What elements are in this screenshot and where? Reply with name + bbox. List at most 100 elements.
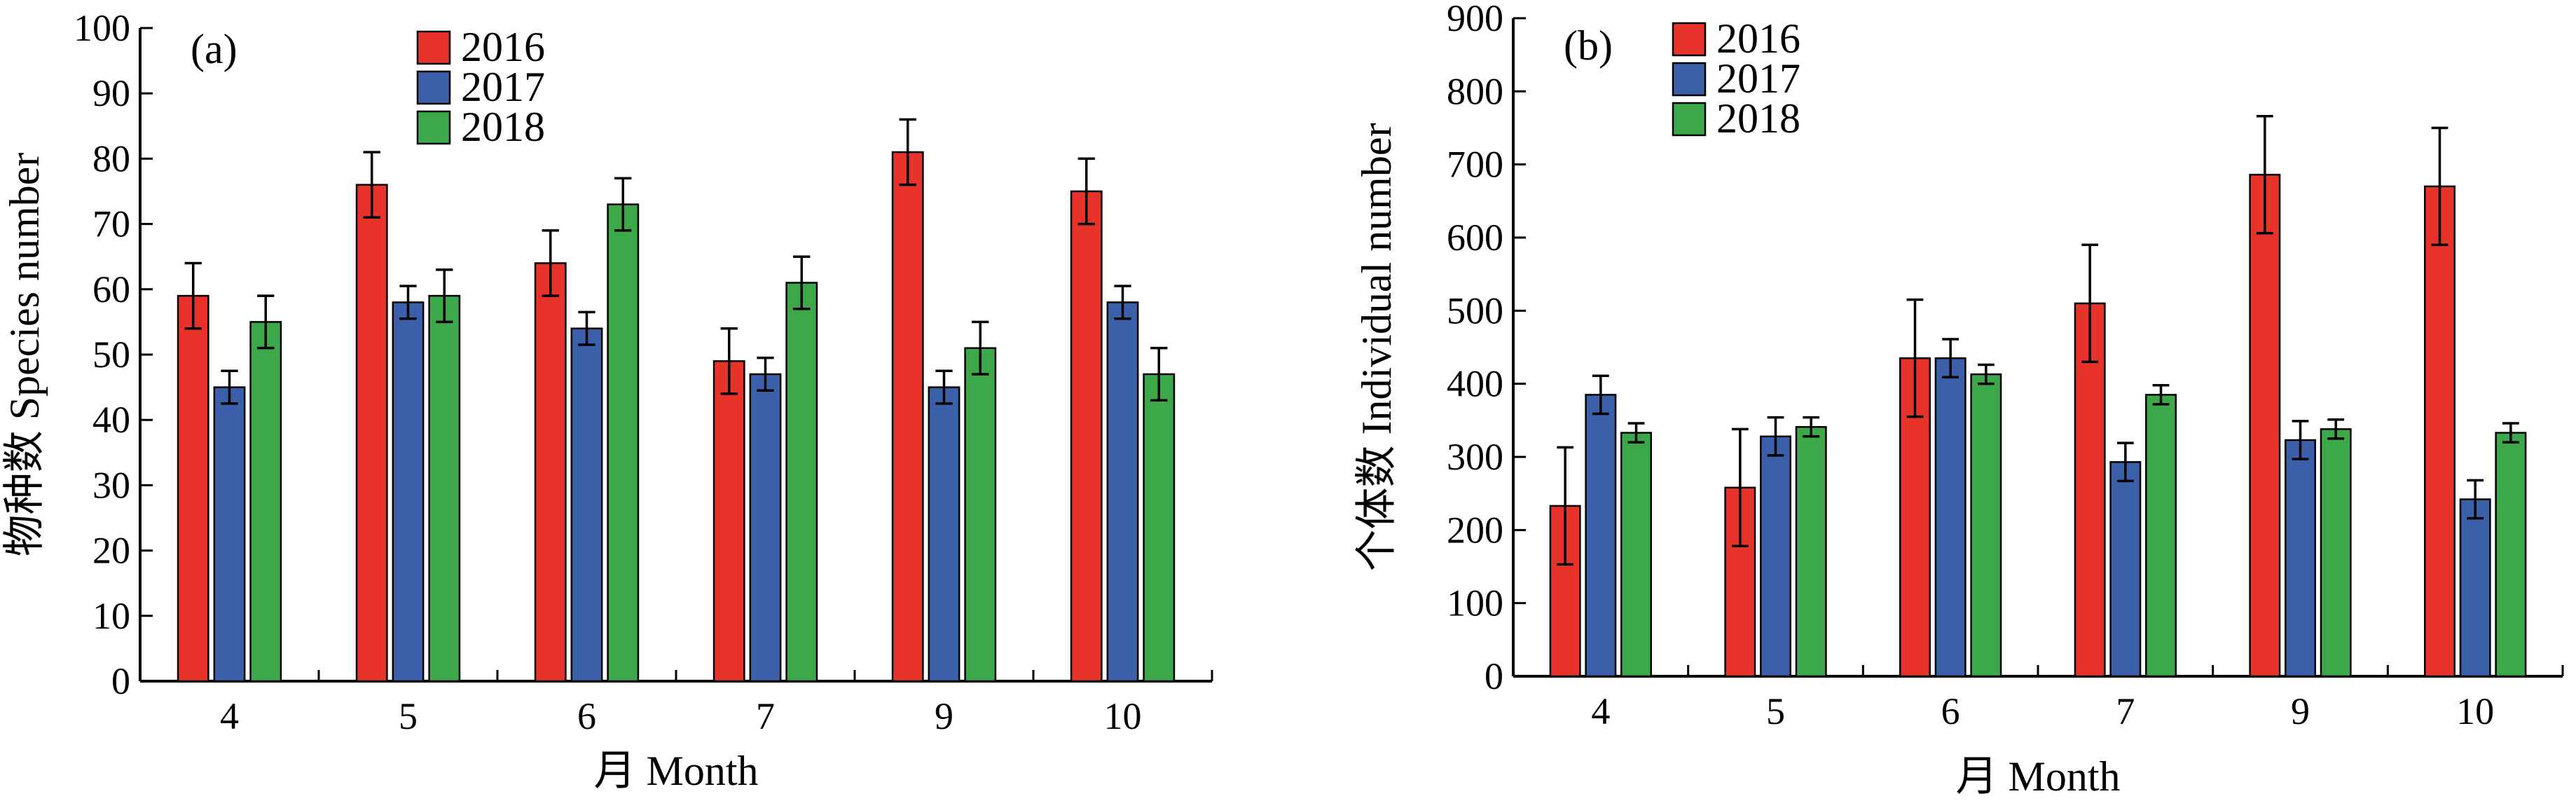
error-bar-2016-10 xyxy=(2431,126,2448,247)
error-bar-2018-4 xyxy=(1627,422,1645,444)
error-bar-2016-4 xyxy=(1557,446,1574,566)
error-bar-2018-7 xyxy=(2152,384,2170,406)
error-bar-2017-4 xyxy=(221,369,238,405)
bar-2017-10 xyxy=(2459,498,2491,678)
y-tick-label: 800 xyxy=(1447,70,1503,112)
error-bar-2018-6 xyxy=(1977,363,1995,385)
bar-2018-10 xyxy=(2495,432,2527,678)
bar-2016-4 xyxy=(177,294,209,683)
bar-2016-9 xyxy=(2249,174,2281,678)
y-tick-label: 200 xyxy=(1447,509,1503,551)
y-tick-label: 80 xyxy=(92,137,130,179)
y-tick-label: 50 xyxy=(92,334,130,376)
legend-label-2016: 2016 xyxy=(1716,15,1800,62)
x-tick-label: 6 xyxy=(1941,690,1960,732)
error-bar-2017-10 xyxy=(1114,285,1131,320)
x-tick-label: 7 xyxy=(756,695,775,737)
bar-2018-6 xyxy=(1970,373,2002,678)
legend-label-2018: 2018 xyxy=(461,104,545,150)
bar-2017-5 xyxy=(392,301,425,683)
error-bar-2018-10 xyxy=(2502,422,2519,444)
legend-swatch-2018 xyxy=(416,110,451,145)
bar-2018-9 xyxy=(2320,428,2352,678)
y-tick-label: 30 xyxy=(92,464,130,506)
x-tick-label: 10 xyxy=(1104,695,1142,737)
error-bar-2017-10 xyxy=(2467,479,2484,520)
error-bar-2017-6 xyxy=(1942,338,1959,379)
bar-2018-10 xyxy=(1143,373,1176,683)
x-tick-label: 4 xyxy=(220,695,239,737)
bar-2017-7 xyxy=(749,373,782,683)
legend-swatch-2017 xyxy=(416,70,451,105)
bar-2017-5 xyxy=(1760,435,1791,678)
x-axis-title: 月 Month xyxy=(1955,753,2120,800)
bar-2016-6 xyxy=(534,262,567,683)
y-tick-label: 90 xyxy=(92,72,130,114)
x-tick-label: 4 xyxy=(1591,690,1610,732)
bar-2018-4 xyxy=(1620,432,1652,678)
bar-2018-6 xyxy=(607,203,640,683)
legend-label-2017: 2017 xyxy=(1716,55,1800,102)
y-tick-label: 700 xyxy=(1447,144,1503,186)
error-bar-2016-6 xyxy=(1906,298,1924,418)
bar-2018-4 xyxy=(249,321,282,683)
legend-swatch-2016 xyxy=(416,30,451,65)
error-bar-2018-9 xyxy=(972,320,989,376)
panel-label: (b) xyxy=(1564,22,1613,69)
y-tick-label: 20 xyxy=(92,530,130,572)
bar-2017-6 xyxy=(570,327,603,683)
bar-2017-9 xyxy=(928,386,960,683)
error-bar-2016-9 xyxy=(2256,115,2273,235)
chart-panel-a: 0 10 20 30 40 50 60 70 80 90 100 4 5 6 7 9 10 20162017201… xyxy=(1,7,1213,794)
legend-label-2018: 2018 xyxy=(1716,95,1800,142)
x-tick-label: 7 xyxy=(2116,690,2135,732)
bar-2017-9 xyxy=(2285,439,2316,678)
error-bar-2016-5 xyxy=(1731,427,1749,548)
x-tick-label: 5 xyxy=(399,695,418,737)
y-tick-label: 60 xyxy=(92,268,130,310)
error-bar-2016-7 xyxy=(720,327,738,395)
bar-2018-7 xyxy=(785,282,818,683)
error-bar-2018-4 xyxy=(257,294,275,350)
error-bar-2017-9 xyxy=(935,369,953,405)
error-bar-2018-5 xyxy=(436,268,453,324)
bar-2016-9 xyxy=(891,151,924,683)
error-bar-2018-6 xyxy=(614,177,632,232)
bar-2018-5 xyxy=(428,294,461,683)
y-tick-label: 70 xyxy=(92,203,130,245)
bar-2016-5 xyxy=(355,184,388,683)
y-tick-label: 100 xyxy=(74,7,130,49)
y-tick-label: 500 xyxy=(1447,289,1503,331)
bar-2017-6 xyxy=(1934,357,1967,678)
legend-label-2017: 2017 xyxy=(461,64,545,110)
bar-2016-10 xyxy=(2424,185,2456,678)
error-bar-2017-7 xyxy=(757,356,774,392)
bar-2018-7 xyxy=(2145,394,2177,678)
bar-2016-10 xyxy=(1070,190,1103,683)
y-tick-label: 0 xyxy=(1485,655,1503,697)
y-tick-label: 0 xyxy=(111,660,130,702)
error-bar-2016-9 xyxy=(899,118,916,186)
bar-2016-7 xyxy=(2074,302,2106,678)
error-bar-2018-9 xyxy=(2327,418,2345,440)
x-tick-label: 9 xyxy=(935,695,953,737)
y-axis-title: 个体数 Individual number xyxy=(1354,123,1400,572)
error-bar-2017-5 xyxy=(399,285,417,320)
legend-label-2016: 2016 xyxy=(461,24,545,70)
bar-2017-10 xyxy=(1106,301,1139,683)
bar-2018-9 xyxy=(964,347,997,683)
legend-swatch-2016 xyxy=(1672,22,1707,57)
y-tick-label: 10 xyxy=(92,595,130,637)
error-bar-2016-6 xyxy=(542,229,559,297)
error-bar-2018-7 xyxy=(793,255,811,310)
y-tick-label: 100 xyxy=(1447,582,1503,624)
y-tick-label: 900 xyxy=(1447,0,1503,39)
y-tick-label: 40 xyxy=(92,399,130,441)
y-tick-label: 600 xyxy=(1447,217,1503,259)
legend-swatch-2018 xyxy=(1672,102,1707,137)
bar-2017-4 xyxy=(1585,394,1617,678)
